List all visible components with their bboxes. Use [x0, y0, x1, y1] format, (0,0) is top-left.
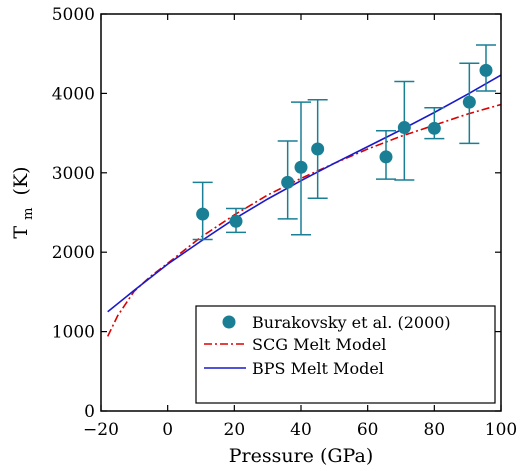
legend-label-burakovsky: Burakovsky et al. (2000): [252, 313, 451, 332]
y-axis-title-main: T: [10, 226, 32, 239]
y-axis-title-subscript: m: [21, 208, 36, 220]
y-tick-label: 5000: [52, 5, 95, 25]
data-point: [397, 121, 411, 135]
data-point: [281, 175, 295, 189]
y-axis-title-unit: (K): [10, 166, 32, 195]
data-point: [196, 207, 210, 221]
legend-label-bps: BPS Melt Model: [252, 359, 384, 378]
data-point: [479, 63, 493, 77]
legend: Burakovsky et al. (2000) SCG Melt Model …: [195, 305, 496, 404]
y-tick-label: 2000: [52, 243, 95, 263]
series-clip-group: [106, 74, 501, 337]
x-tick-label: 100: [485, 420, 517, 440]
x-tick-label: 40: [290, 420, 312, 440]
data-point: [462, 95, 476, 109]
legend-marker-burakovsky: [222, 315, 236, 329]
x-tick-label: 0: [162, 420, 173, 440]
legend-box: [195, 305, 496, 404]
legend-label-scg: SCG Melt Model: [252, 335, 386, 354]
data-point: [427, 121, 441, 135]
y-axis-title: T m (K): [10, 166, 37, 238]
x-tick-label: 80: [424, 420, 446, 440]
y-tick-label: 1000: [52, 323, 95, 343]
y-tick-label: 0: [84, 402, 95, 422]
y-tick-label: 3000: [52, 164, 95, 184]
x-tick-label: 60: [357, 420, 379, 440]
x-tick-label: −20: [83, 420, 119, 440]
data-point: [311, 142, 325, 156]
data-point: [294, 160, 308, 174]
y-tick-label: 4000: [52, 84, 95, 104]
data-point: [229, 214, 243, 228]
x-tick-label: 20: [224, 420, 246, 440]
series-layer: [106, 44, 501, 337]
data-point: [379, 150, 393, 164]
x-axis-title: Pressure (GPa): [229, 445, 373, 467]
series-line-bps: [107, 74, 501, 313]
